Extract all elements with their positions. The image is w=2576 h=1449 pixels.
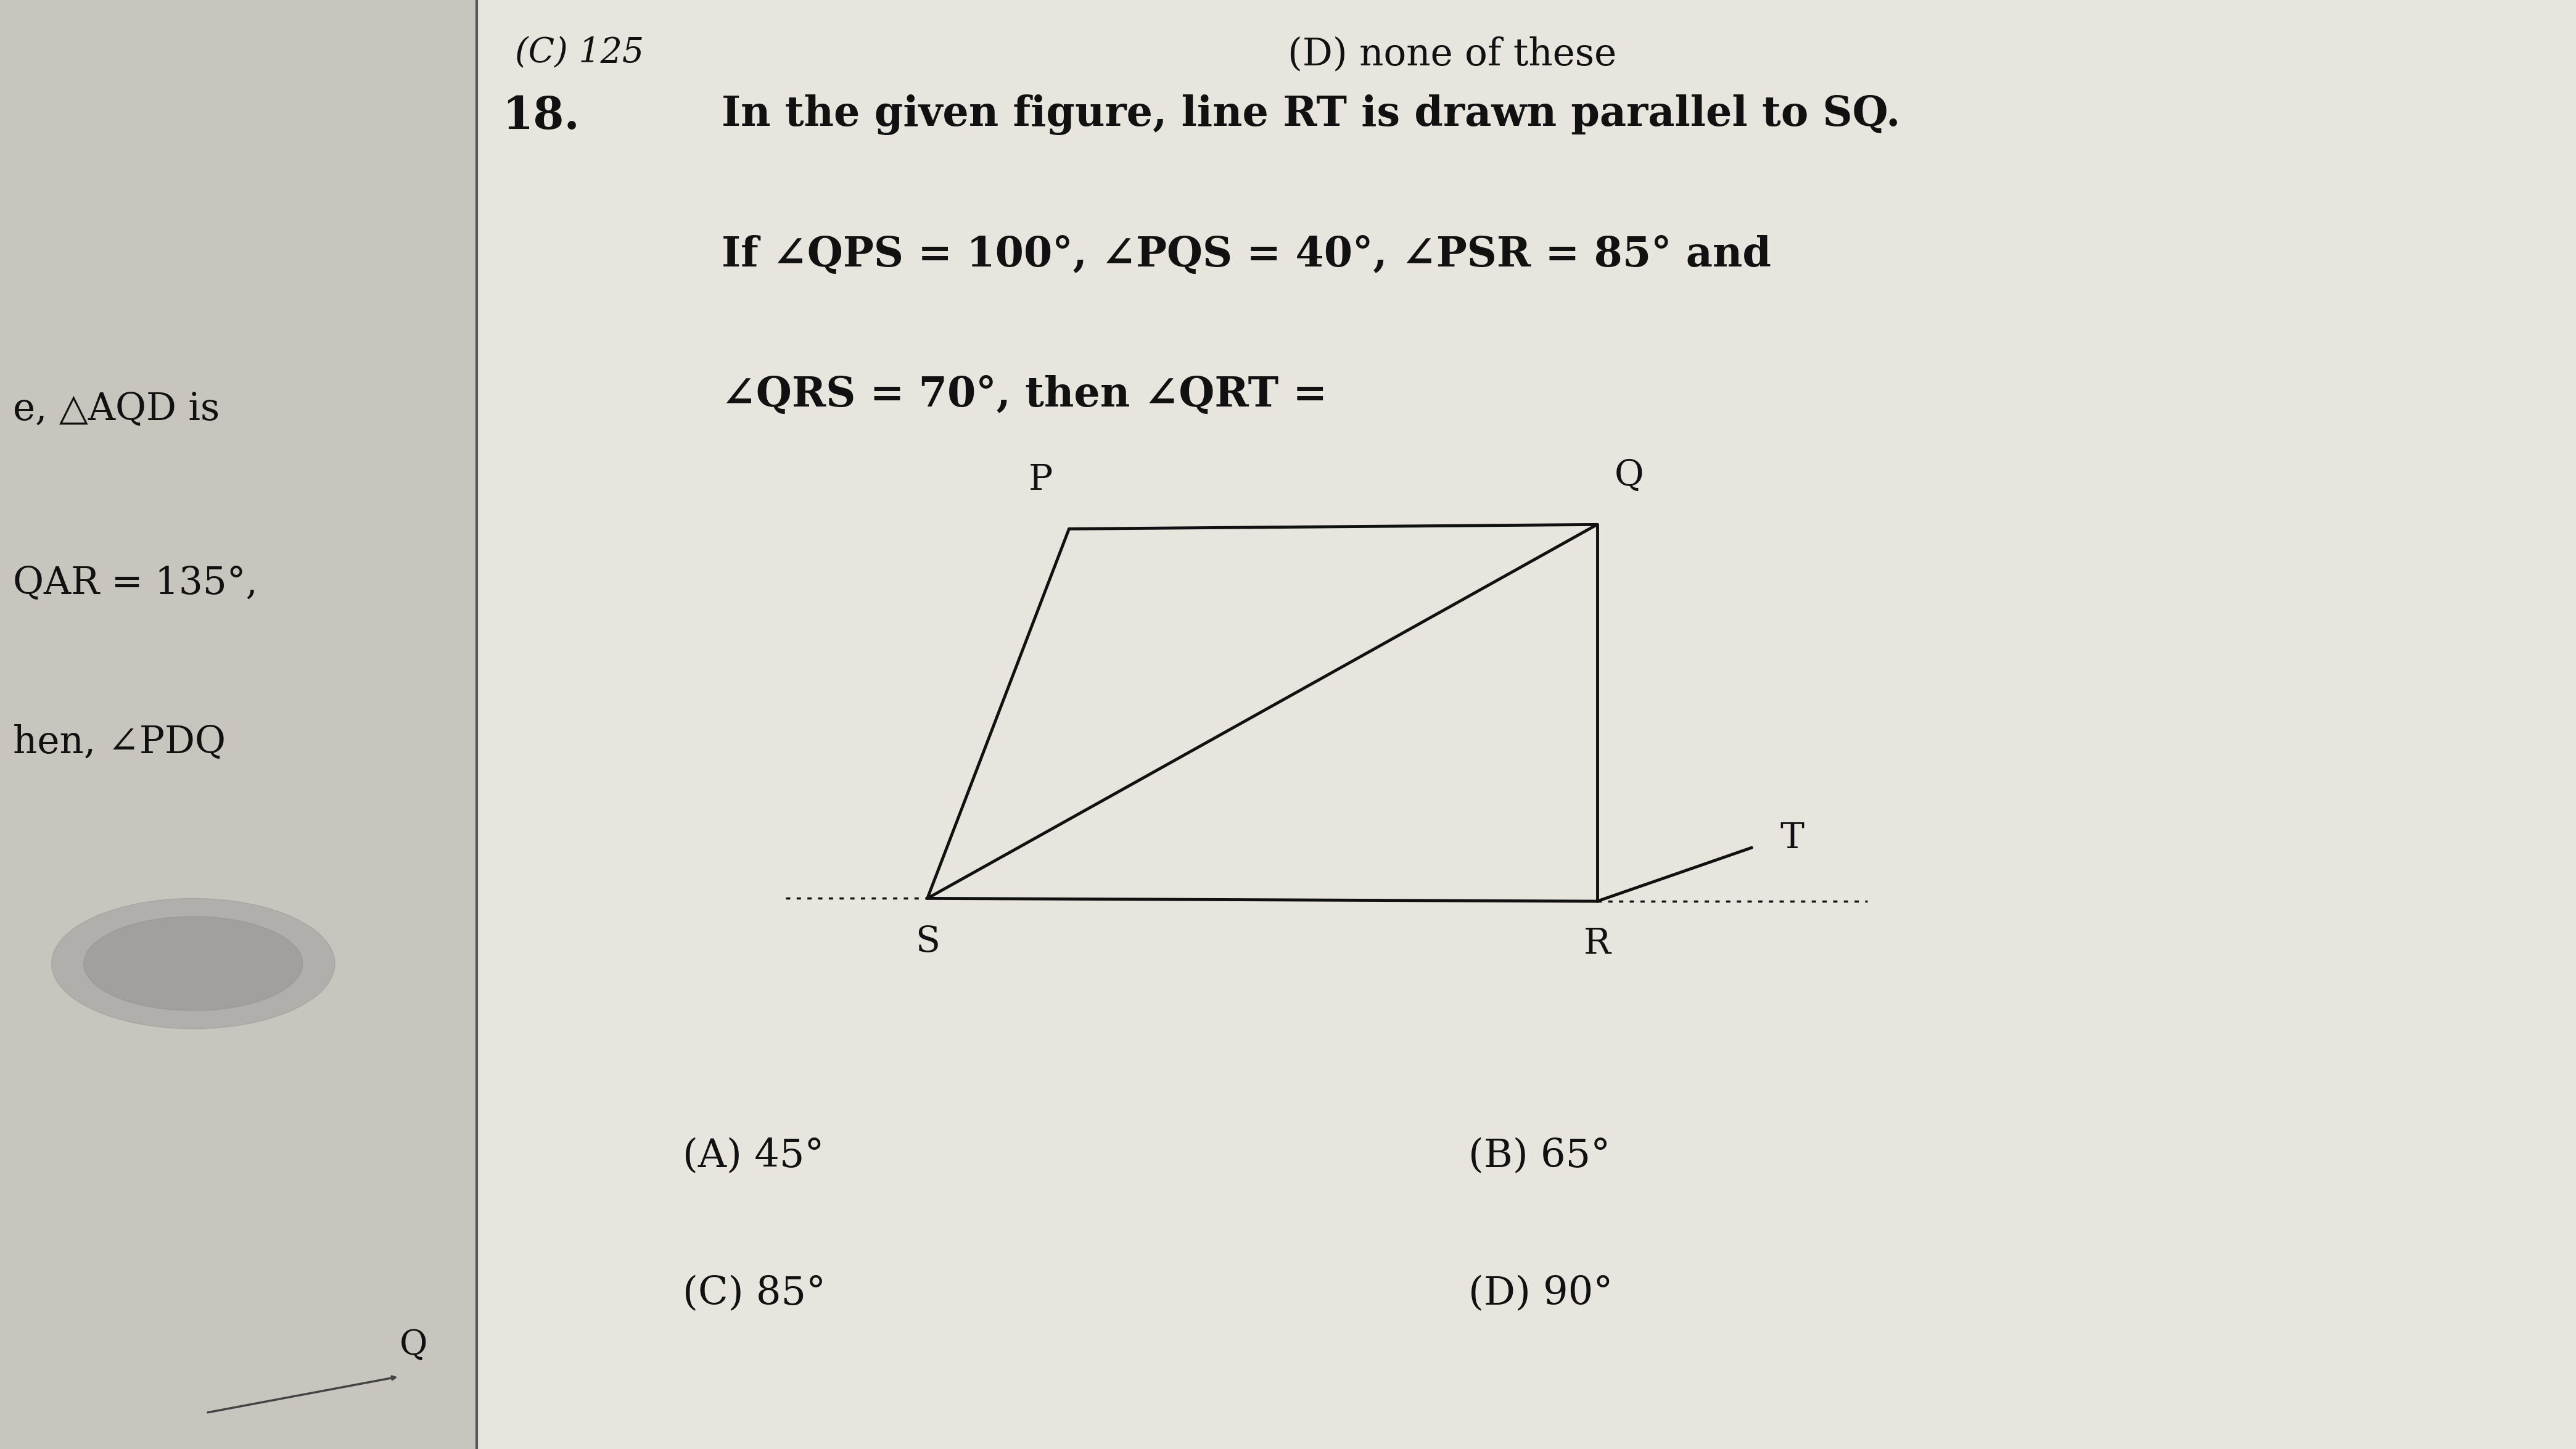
Text: P: P [1028, 462, 1054, 497]
Text: (D) none of these: (D) none of these [1288, 36, 1618, 74]
Text: ∠QRS = 70°, then ∠QRT =: ∠QRS = 70°, then ∠QRT = [721, 375, 1327, 416]
Text: (D) 90°: (D) 90° [1468, 1275, 1613, 1313]
Text: e, △AQD is: e, △AQD is [13, 391, 219, 429]
Text: (B) 65°: (B) 65° [1468, 1137, 1610, 1175]
Text: R: R [1584, 927, 1610, 961]
Text: QAR = 135°,: QAR = 135°, [13, 565, 258, 603]
Text: (C) 85°: (C) 85° [683, 1275, 827, 1313]
Text: hen, ∠PDQ: hen, ∠PDQ [13, 724, 227, 762]
Text: (C) 125: (C) 125 [515, 36, 644, 70]
Text: 18.: 18. [502, 94, 580, 138]
Text: In the given figure, line RT is drawn parallel to SQ.: In the given figure, line RT is drawn pa… [721, 94, 1901, 135]
Ellipse shape [82, 916, 304, 1011]
Text: (A) 45°: (A) 45° [683, 1137, 824, 1175]
Text: Q: Q [1615, 458, 1643, 493]
Text: S: S [914, 924, 940, 958]
Text: If ∠QPS = 100°, ∠PQS = 40°, ∠PSR = 85° and: If ∠QPS = 100°, ∠PQS = 40°, ∠PSR = 85° a… [721, 235, 1770, 275]
Text: Q: Q [399, 1329, 428, 1362]
FancyBboxPatch shape [0, 0, 477, 1449]
Text: T: T [1780, 820, 1803, 855]
Ellipse shape [52, 898, 335, 1029]
